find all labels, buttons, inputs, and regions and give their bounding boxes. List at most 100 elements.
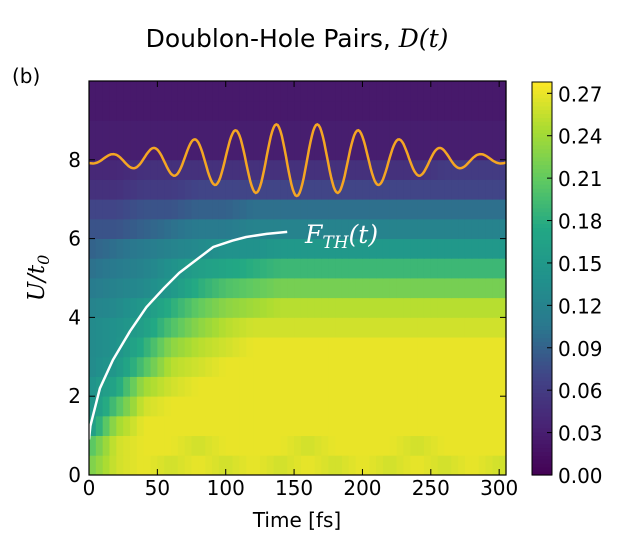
heatmap-cell — [171, 415, 179, 436]
heatmap-cell — [335, 140, 343, 161]
heatmap-cell — [458, 120, 466, 141]
heatmap-cell — [464, 376, 473, 397]
heatmap-cell — [205, 455, 213, 476]
heatmap-cell — [157, 415, 165, 436]
heatmap-cell — [437, 297, 446, 318]
heatmap-cell — [294, 435, 302, 456]
heatmap-cell — [259, 238, 268, 259]
heatmap-cell — [171, 140, 179, 161]
heatmap-cell — [499, 415, 507, 436]
heatmap-cell — [232, 278, 240, 299]
heatmap-cell — [410, 337, 418, 358]
heatmap-cell — [341, 81, 350, 102]
heatmap-cell — [150, 258, 158, 279]
heatmap-cell — [130, 297, 138, 318]
heatmap-cell — [485, 81, 493, 102]
heatmap-cell — [191, 140, 199, 161]
heatmap-cell — [191, 415, 199, 436]
heatmap-cell — [123, 218, 131, 239]
heatmap-cell — [246, 81, 254, 102]
heatmap-cell — [246, 435, 254, 456]
heatmap-cell — [184, 100, 193, 121]
heatmap-cell — [458, 159, 466, 180]
colorbar-segment — [532, 243, 552, 248]
colorbar-segment — [532, 392, 552, 397]
heatmap-cell — [253, 415, 261, 436]
heatmap-cell — [451, 238, 459, 259]
y-tick-label: 0 — [68, 463, 81, 487]
heatmap-cell — [273, 337, 282, 358]
heatmap-cell — [95, 415, 104, 436]
heatmap-cell — [123, 376, 131, 397]
heatmap-cell — [143, 199, 152, 220]
heatmap-cell — [157, 278, 165, 299]
heatmap-cell — [95, 179, 104, 200]
heatmap-cell — [232, 455, 240, 476]
heatmap-cell — [102, 376, 111, 397]
heatmap-cell — [253, 159, 261, 180]
heatmap-cell — [280, 396, 288, 417]
heatmap-cell — [458, 297, 466, 318]
colorbar-segment — [532, 443, 552, 449]
heatmap-cell — [492, 81, 500, 102]
heatmap-cell — [430, 317, 439, 338]
heatmap-cell — [389, 258, 398, 279]
heatmap-cell — [177, 258, 186, 279]
colorbar-segment — [532, 408, 552, 413]
heatmap-cell — [396, 159, 405, 180]
heatmap-cell — [205, 356, 213, 377]
heatmap-cell — [499, 376, 507, 397]
colorbar-segment — [532, 451, 552, 456]
heatmap-cell — [191, 376, 199, 397]
colorbar-segment — [532, 211, 552, 217]
heatmap-cell — [212, 415, 220, 436]
colorbar-segment — [532, 380, 552, 386]
colorbar-segment — [532, 258, 552, 264]
heatmap-cell — [389, 100, 398, 121]
heatmap-cell — [273, 199, 282, 220]
heatmap-cell — [130, 179, 138, 200]
heatmap-cell — [191, 317, 199, 338]
heatmap-cell — [314, 140, 323, 161]
colorbar-segment — [532, 207, 552, 213]
heatmap-cell — [116, 415, 124, 436]
heatmap-cell — [335, 258, 343, 279]
heatmap-cell — [376, 297, 384, 318]
heatmap-cell — [492, 140, 500, 161]
heatmap-cell — [205, 218, 213, 239]
colorbar-segment — [532, 247, 552, 252]
colorbar-segment — [532, 357, 552, 362]
heatmap-cell — [430, 337, 439, 358]
heatmap-cell — [485, 100, 493, 121]
heatmap-cell — [143, 455, 152, 476]
heatmap-cell — [348, 455, 357, 476]
heatmap-cell — [355, 455, 364, 476]
heatmap-cell — [307, 396, 316, 417]
heatmap-cell — [430, 278, 439, 299]
heatmap-cell — [362, 455, 370, 476]
heatmap-cell — [321, 317, 329, 338]
heatmap-cell — [157, 297, 165, 318]
heatmap-cell — [280, 376, 288, 397]
heatmap-cell — [232, 218, 240, 239]
heatmap-cell — [143, 100, 152, 121]
colorbar-segment — [532, 368, 552, 374]
heatmap-cell — [287, 396, 295, 417]
colorbar-segment — [532, 172, 552, 177]
heatmap-cell — [451, 258, 459, 279]
heatmap-cell — [451, 199, 459, 220]
heatmap-cell — [464, 258, 473, 279]
heatmap-cell — [389, 278, 398, 299]
heatmap-cell — [458, 337, 466, 358]
heatmap-cell — [218, 81, 227, 102]
heatmap-cell — [212, 258, 220, 279]
heatmap-cell — [130, 356, 138, 377]
heatmap-cell — [109, 238, 117, 259]
heatmap-cell — [417, 100, 425, 121]
heatmap-cell — [396, 297, 405, 318]
heatmap-cell — [492, 218, 500, 239]
heatmap-cell — [458, 100, 466, 121]
heatmap-cell — [328, 356, 336, 377]
heatmap-cell — [417, 81, 425, 102]
heatmap-cell — [485, 199, 493, 220]
